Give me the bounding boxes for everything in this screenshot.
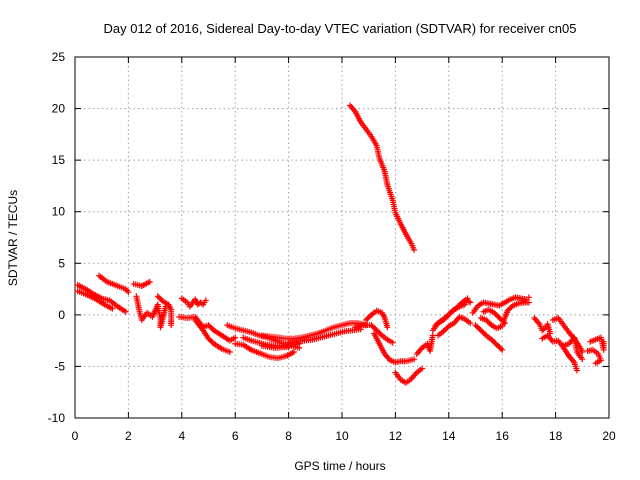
y-tick-label: 5 [58, 256, 65, 270]
series-arc-22 [429, 297, 474, 334]
x-tick-label: 10 [335, 429, 349, 443]
x-tick-label: 4 [178, 429, 185, 443]
series-arc-4 [130, 278, 153, 289]
data-point [464, 295, 471, 302]
data-point [232, 334, 239, 341]
data-point [467, 299, 474, 306]
data-point [429, 332, 436, 339]
data-point [146, 278, 153, 285]
x-tick-label: 20 [602, 429, 616, 443]
data-point [501, 320, 508, 327]
data-point [226, 348, 233, 355]
x-axis-label: GPS time / hours [294, 459, 385, 473]
x-tick-label: 14 [442, 429, 456, 443]
data-point [573, 367, 580, 374]
y-tick-label: 15 [52, 153, 66, 167]
data-point [525, 299, 532, 306]
series-arc-17 [363, 307, 391, 331]
series-arc-2 [74, 288, 116, 312]
series-arc-11 [232, 340, 297, 362]
x-tick-label: 2 [125, 429, 132, 443]
data-point [457, 300, 464, 307]
series-arc-1 [74, 281, 129, 315]
data-point [508, 303, 515, 310]
data-point [367, 313, 374, 320]
data-point [481, 331, 488, 338]
series-arc-3 [96, 272, 132, 296]
data-point [447, 310, 454, 317]
series-arc-26 [472, 322, 506, 353]
series-arc-24 [432, 295, 471, 329]
data-point [487, 320, 494, 327]
y-axis-label: SDTVAR / TECUs [6, 190, 20, 286]
data-point [419, 365, 426, 372]
axis-ticks [74, 56, 610, 419]
series-arc-5 [133, 293, 169, 331]
x-tick-label: 16 [496, 429, 510, 443]
y-tick-label: 25 [52, 50, 66, 64]
series-arc-6 [154, 293, 175, 329]
data-point [357, 326, 364, 333]
series-arc-9 [192, 317, 233, 355]
data-point [499, 346, 506, 353]
series-arc-23 [435, 313, 474, 339]
series-arc-28 [480, 306, 508, 327]
data-point [389, 339, 396, 346]
x-tick-label: 6 [232, 429, 239, 443]
data-point [109, 305, 116, 312]
data-point [600, 338, 607, 345]
data-point [198, 300, 205, 307]
y-tick-label: 20 [52, 102, 66, 116]
data-point [384, 324, 391, 331]
data-point [377, 331, 384, 338]
data-point [202, 297, 209, 304]
tick-labels: 0 2 4 6 8 10 12 14 16 18 20 -10 -5 0 5 10 15 20 25 [48, 50, 616, 443]
x-tick-label: 18 [549, 429, 563, 443]
series-arc-16 [347, 102, 418, 253]
series-arc-30 [531, 314, 554, 337]
chart-title: Day 012 of 2016, Sidereal Day-to-day VTE… [103, 21, 576, 36]
data-point [592, 360, 599, 367]
data-point [579, 356, 586, 363]
data-point [525, 294, 532, 301]
series-arc-13 [258, 342, 292, 351]
data-point [158, 297, 165, 304]
series-arc-19 [371, 330, 418, 366]
series-arc-18 [352, 322, 396, 346]
data-point [122, 308, 129, 315]
y-tick-label: 0 [58, 308, 65, 322]
data-point [168, 322, 175, 329]
series-arc-34 [587, 334, 607, 353]
series-arc-14 [258, 320, 370, 342]
data-point [411, 356, 418, 363]
x-tick-label: 12 [389, 429, 403, 443]
series-arc-8 [176, 313, 239, 344]
y-tick-label: -5 [54, 359, 65, 373]
series-arc-33 [560, 334, 586, 363]
data-point [500, 318, 507, 325]
y-tick-label: 10 [52, 205, 66, 219]
data-point [444, 324, 451, 331]
data-point [497, 345, 504, 352]
y-tick-label: -10 [48, 411, 66, 425]
data-point [125, 289, 132, 296]
data-point [540, 326, 547, 333]
series-arc-35 [584, 346, 604, 367]
grid-lines [75, 57, 609, 418]
series-arc-7 [178, 295, 209, 310]
series-arc-20 [392, 365, 426, 386]
data-points [74, 102, 607, 386]
series-arc-21 [413, 332, 436, 358]
data-point [579, 348, 586, 355]
series-arc-29 [525, 294, 532, 301]
series-arc-15 [285, 326, 364, 346]
data-point [411, 246, 418, 253]
x-tick-label: 8 [285, 429, 292, 443]
series-arc-25 [469, 294, 530, 316]
data-point [290, 348, 297, 355]
data-point [467, 320, 474, 327]
x-tick-label: 0 [72, 429, 79, 443]
